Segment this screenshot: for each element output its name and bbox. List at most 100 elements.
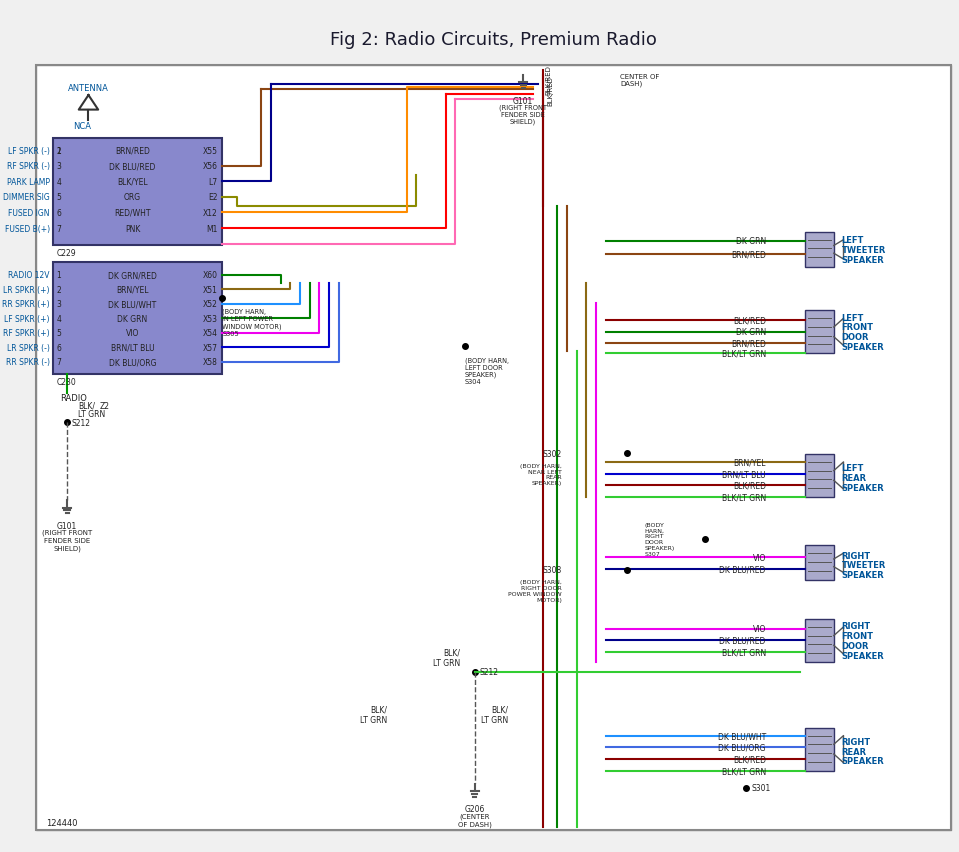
Text: LT GRN: LT GRN xyxy=(78,409,105,418)
Text: DOOR: DOOR xyxy=(842,641,869,650)
Text: 7: 7 xyxy=(57,224,61,233)
Text: DK BLU/RED: DK BLU/RED xyxy=(719,565,766,573)
FancyBboxPatch shape xyxy=(36,66,951,830)
Text: LEFT: LEFT xyxy=(842,314,864,322)
Text: G101: G101 xyxy=(513,97,533,106)
FancyBboxPatch shape xyxy=(53,262,222,374)
Text: VIO: VIO xyxy=(753,553,766,561)
Text: 6: 6 xyxy=(57,209,61,218)
Text: FUSED B(+): FUSED B(+) xyxy=(5,224,50,233)
Text: RED/WHT: RED/WHT xyxy=(114,209,151,218)
Text: RF SPKR (-): RF SPKR (-) xyxy=(7,162,50,171)
Text: G206: G206 xyxy=(464,804,485,814)
Text: BLK/LT GRN: BLK/LT GRN xyxy=(721,349,766,359)
Text: BLK/RED: BLK/RED xyxy=(733,755,766,763)
Text: BRN/RED: BRN/RED xyxy=(731,340,766,348)
Text: PNK: PNK xyxy=(125,224,140,233)
FancyBboxPatch shape xyxy=(53,139,222,245)
Text: S302: S302 xyxy=(543,449,562,458)
Text: X57: X57 xyxy=(202,343,218,353)
Text: REAR: REAR xyxy=(842,746,867,756)
Text: REAR: REAR xyxy=(842,474,867,482)
Text: SPEAKER: SPEAKER xyxy=(842,256,884,264)
Text: DK BLU/RED: DK BLU/RED xyxy=(719,636,766,645)
Text: BLK/LT GRN: BLK/LT GRN xyxy=(721,766,766,775)
Text: SHIELD): SHIELD) xyxy=(510,118,536,124)
FancyBboxPatch shape xyxy=(805,233,833,268)
Text: (RIGHT FRONT: (RIGHT FRONT xyxy=(500,105,548,111)
Text: X55: X55 xyxy=(202,147,218,156)
Text: LF SPKR (+): LF SPKR (+) xyxy=(4,314,50,324)
Text: RADIO 12V: RADIO 12V xyxy=(8,271,50,279)
Text: VIO: VIO xyxy=(753,625,766,634)
Text: BLK/RED: BLK/RED xyxy=(548,76,553,106)
Text: BLK/RED: BLK/RED xyxy=(546,66,551,95)
Text: X51: X51 xyxy=(202,285,218,294)
Text: 5: 5 xyxy=(57,329,61,338)
Text: BLK/
LT GRN: BLK/ LT GRN xyxy=(481,705,508,724)
Text: (BODY
HARN,
RIGHT
DOOR
SPEAKER)
S307: (BODY HARN, RIGHT DOOR SPEAKER) S307 xyxy=(644,522,675,556)
Text: 2: 2 xyxy=(57,285,61,294)
Text: S301: S301 xyxy=(751,784,771,792)
Text: FUSED IGN: FUSED IGN xyxy=(8,209,50,218)
Text: X52: X52 xyxy=(202,300,218,308)
Text: 124440: 124440 xyxy=(46,818,78,826)
Text: C229: C229 xyxy=(57,249,76,258)
Text: BLK/: BLK/ xyxy=(78,401,95,411)
Text: (BODY HARN,
LEFT DOOR
SPEAKER)
S304: (BODY HARN, LEFT DOOR SPEAKER) S304 xyxy=(465,357,509,384)
Text: FRONT: FRONT xyxy=(842,323,874,332)
Text: LEFT: LEFT xyxy=(842,463,864,473)
Text: S308: S308 xyxy=(543,566,562,574)
Text: 3: 3 xyxy=(57,300,61,308)
FancyBboxPatch shape xyxy=(805,619,833,662)
Text: RIGHT: RIGHT xyxy=(842,737,871,746)
Text: ANTENNA: ANTENNA xyxy=(68,83,109,93)
Text: S212: S212 xyxy=(480,667,499,676)
Text: S212: S212 xyxy=(72,418,91,427)
Text: DK GRN: DK GRN xyxy=(736,328,766,337)
Text: OF DASH): OF DASH) xyxy=(457,820,492,826)
Text: 1: 1 xyxy=(57,271,61,279)
Text: LR SPKR (-): LR SPKR (-) xyxy=(7,343,50,353)
Text: DK GRN: DK GRN xyxy=(118,314,148,324)
Text: SPEAKER: SPEAKER xyxy=(842,651,884,659)
Text: DK BLU/RED: DK BLU/RED xyxy=(109,162,155,171)
Text: C230: C230 xyxy=(57,378,76,387)
Text: BLK/RED: BLK/RED xyxy=(733,316,766,325)
Text: BLK/LT GRN: BLK/LT GRN xyxy=(721,648,766,657)
Text: BRN/RED: BRN/RED xyxy=(731,250,766,259)
Text: (CENTER: (CENTER xyxy=(459,812,490,819)
Text: DK GRN: DK GRN xyxy=(736,237,766,246)
Text: DOOR: DOOR xyxy=(842,333,869,342)
Text: RR SPKR (+): RR SPKR (+) xyxy=(2,300,50,308)
Text: DK GRN/RED: DK GRN/RED xyxy=(108,271,157,279)
Text: G101: G101 xyxy=(57,521,78,531)
Text: BLK/RED: BLK/RED xyxy=(733,481,766,490)
Text: SPEAKER: SPEAKER xyxy=(842,757,884,765)
Text: RR SPKR (-): RR SPKR (-) xyxy=(6,358,50,367)
Text: (RIGHT FRONT: (RIGHT FRONT xyxy=(42,529,92,536)
Text: DK BLU/WHT: DK BLU/WHT xyxy=(108,300,156,308)
Text: SPEAKER: SPEAKER xyxy=(842,570,884,579)
FancyBboxPatch shape xyxy=(28,13,959,63)
Text: ORG: ORG xyxy=(124,193,141,202)
Text: RIGHT: RIGHT xyxy=(842,551,871,560)
Text: LF SPKR (-): LF SPKR (-) xyxy=(8,147,50,156)
Text: LR SPKR (+): LR SPKR (+) xyxy=(3,285,50,294)
Text: X56: X56 xyxy=(202,162,218,171)
Text: NCA: NCA xyxy=(73,122,91,130)
Text: FENDER SIDE: FENDER SIDE xyxy=(44,537,90,543)
Text: DIMMER SIG: DIMMER SIG xyxy=(3,193,50,202)
Text: X12: X12 xyxy=(202,209,218,218)
Text: (BODY HARN,
RIGHT DOOR
POWER WINDOW
MOTOR): (BODY HARN, RIGHT DOOR POWER WINDOW MOTO… xyxy=(508,579,562,602)
Text: LEFT: LEFT xyxy=(842,236,864,245)
Text: SPEAKER: SPEAKER xyxy=(842,483,884,492)
Text: 2: 2 xyxy=(57,147,61,156)
Text: VIO: VIO xyxy=(126,329,139,338)
Text: DK BLU/WHT: DK BLU/WHT xyxy=(717,731,766,740)
Text: X53: X53 xyxy=(202,314,218,324)
Text: BLK/LT GRN: BLK/LT GRN xyxy=(721,492,766,502)
Text: 4: 4 xyxy=(57,178,61,187)
Text: BLK/
LT GRN: BLK/ LT GRN xyxy=(433,648,460,667)
Text: 4: 4 xyxy=(57,314,61,324)
